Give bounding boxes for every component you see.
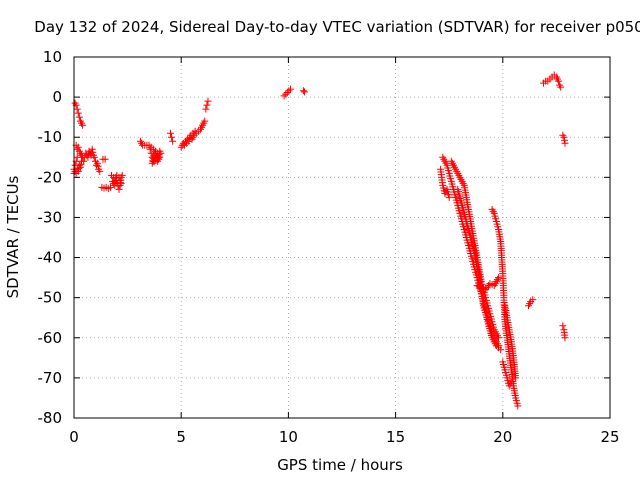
data-point: [559, 322, 567, 330]
data-point: [166, 129, 174, 137]
data-point: [497, 346, 505, 354]
data-point: [74, 143, 82, 151]
data-points: [70, 71, 569, 410]
data-point: [76, 163, 84, 171]
data-point: [80, 157, 88, 165]
data-point: [71, 161, 79, 169]
data-point: [74, 167, 82, 175]
data-point: [561, 334, 569, 342]
data-point: [186, 134, 194, 142]
data-point: [79, 121, 87, 129]
data-point: [169, 137, 177, 145]
data-point: [89, 148, 97, 156]
plot-frame: [73, 56, 611, 419]
y-axis-label: SDTVAR / TECUs: [4, 175, 22, 298]
y-tick-label: -30: [38, 208, 63, 226]
data-point: [101, 155, 109, 163]
data-point: [75, 164, 83, 172]
y-tick-label: 10: [43, 48, 62, 66]
data-point: [116, 176, 124, 184]
data-point: [299, 87, 307, 95]
grid: [74, 57, 610, 418]
data-point: [90, 153, 98, 161]
data-point: [94, 162, 102, 170]
y-tick-label: -50: [38, 289, 63, 307]
x-tick-label: 20: [493, 428, 512, 446]
tick-labels: 0 5 10 15 20 25 -80 -70 -60 -50 -40 -30 -20 -10 0 10: [38, 48, 620, 446]
data-point: [283, 88, 291, 96]
data-point: [201, 117, 209, 125]
data-point: [115, 173, 123, 181]
x-tick-label: 15: [386, 428, 405, 446]
data-point: [282, 90, 290, 98]
data-point: [96, 167, 104, 175]
x-tick-label: 5: [176, 428, 186, 446]
y-tick-label: -70: [38, 369, 63, 387]
data-point: [74, 109, 82, 117]
data-point: [203, 101, 211, 109]
chart-title: Day 132 of 2024, Sidereal Day-to-day VTE…: [34, 18, 640, 36]
data-point: [73, 153, 81, 161]
data-point: [287, 85, 295, 93]
y-tick-label: -60: [38, 329, 63, 347]
data-point: [514, 402, 522, 410]
y-tick-label: -10: [38, 128, 63, 146]
data-point: [157, 149, 165, 157]
x-tick-label: 0: [69, 428, 79, 446]
axis-ticks: [73, 56, 611, 419]
data-point: [88, 145, 96, 153]
data-point: [204, 97, 212, 105]
data-point: [495, 274, 503, 282]
x-tick-label: 25: [600, 428, 619, 446]
y-tick-label: -80: [38, 409, 63, 427]
data-point: [280, 92, 288, 100]
data-point: [512, 374, 520, 382]
y-tick-label: -40: [38, 249, 63, 267]
data-point: [150, 149, 158, 157]
data-point: [73, 105, 81, 113]
data-point: [191, 127, 199, 135]
y-tick-label: -20: [38, 168, 63, 186]
x-tick-label: 10: [279, 428, 298, 446]
data-point: [300, 88, 308, 96]
data-point: [560, 136, 568, 144]
data-point: [560, 133, 568, 141]
data-point: [115, 185, 123, 193]
data-point: [495, 334, 503, 342]
data-point: [117, 179, 125, 187]
data-point: [507, 378, 515, 386]
y-tick-label: 0: [52, 88, 62, 106]
data-point: [445, 193, 453, 201]
data-point: [106, 183, 114, 191]
data-point: [202, 105, 210, 113]
data-point: [78, 151, 86, 159]
data-point: [285, 87, 293, 95]
x-axis-label: GPS time / hours: [277, 456, 403, 474]
data-point: [529, 296, 537, 304]
data-point: [185, 137, 193, 145]
data-point: [75, 113, 83, 121]
data-point: [94, 159, 102, 167]
data-point: [557, 83, 565, 91]
data-point: [168, 133, 176, 141]
data-point: [561, 139, 569, 147]
data-point: [555, 77, 563, 85]
